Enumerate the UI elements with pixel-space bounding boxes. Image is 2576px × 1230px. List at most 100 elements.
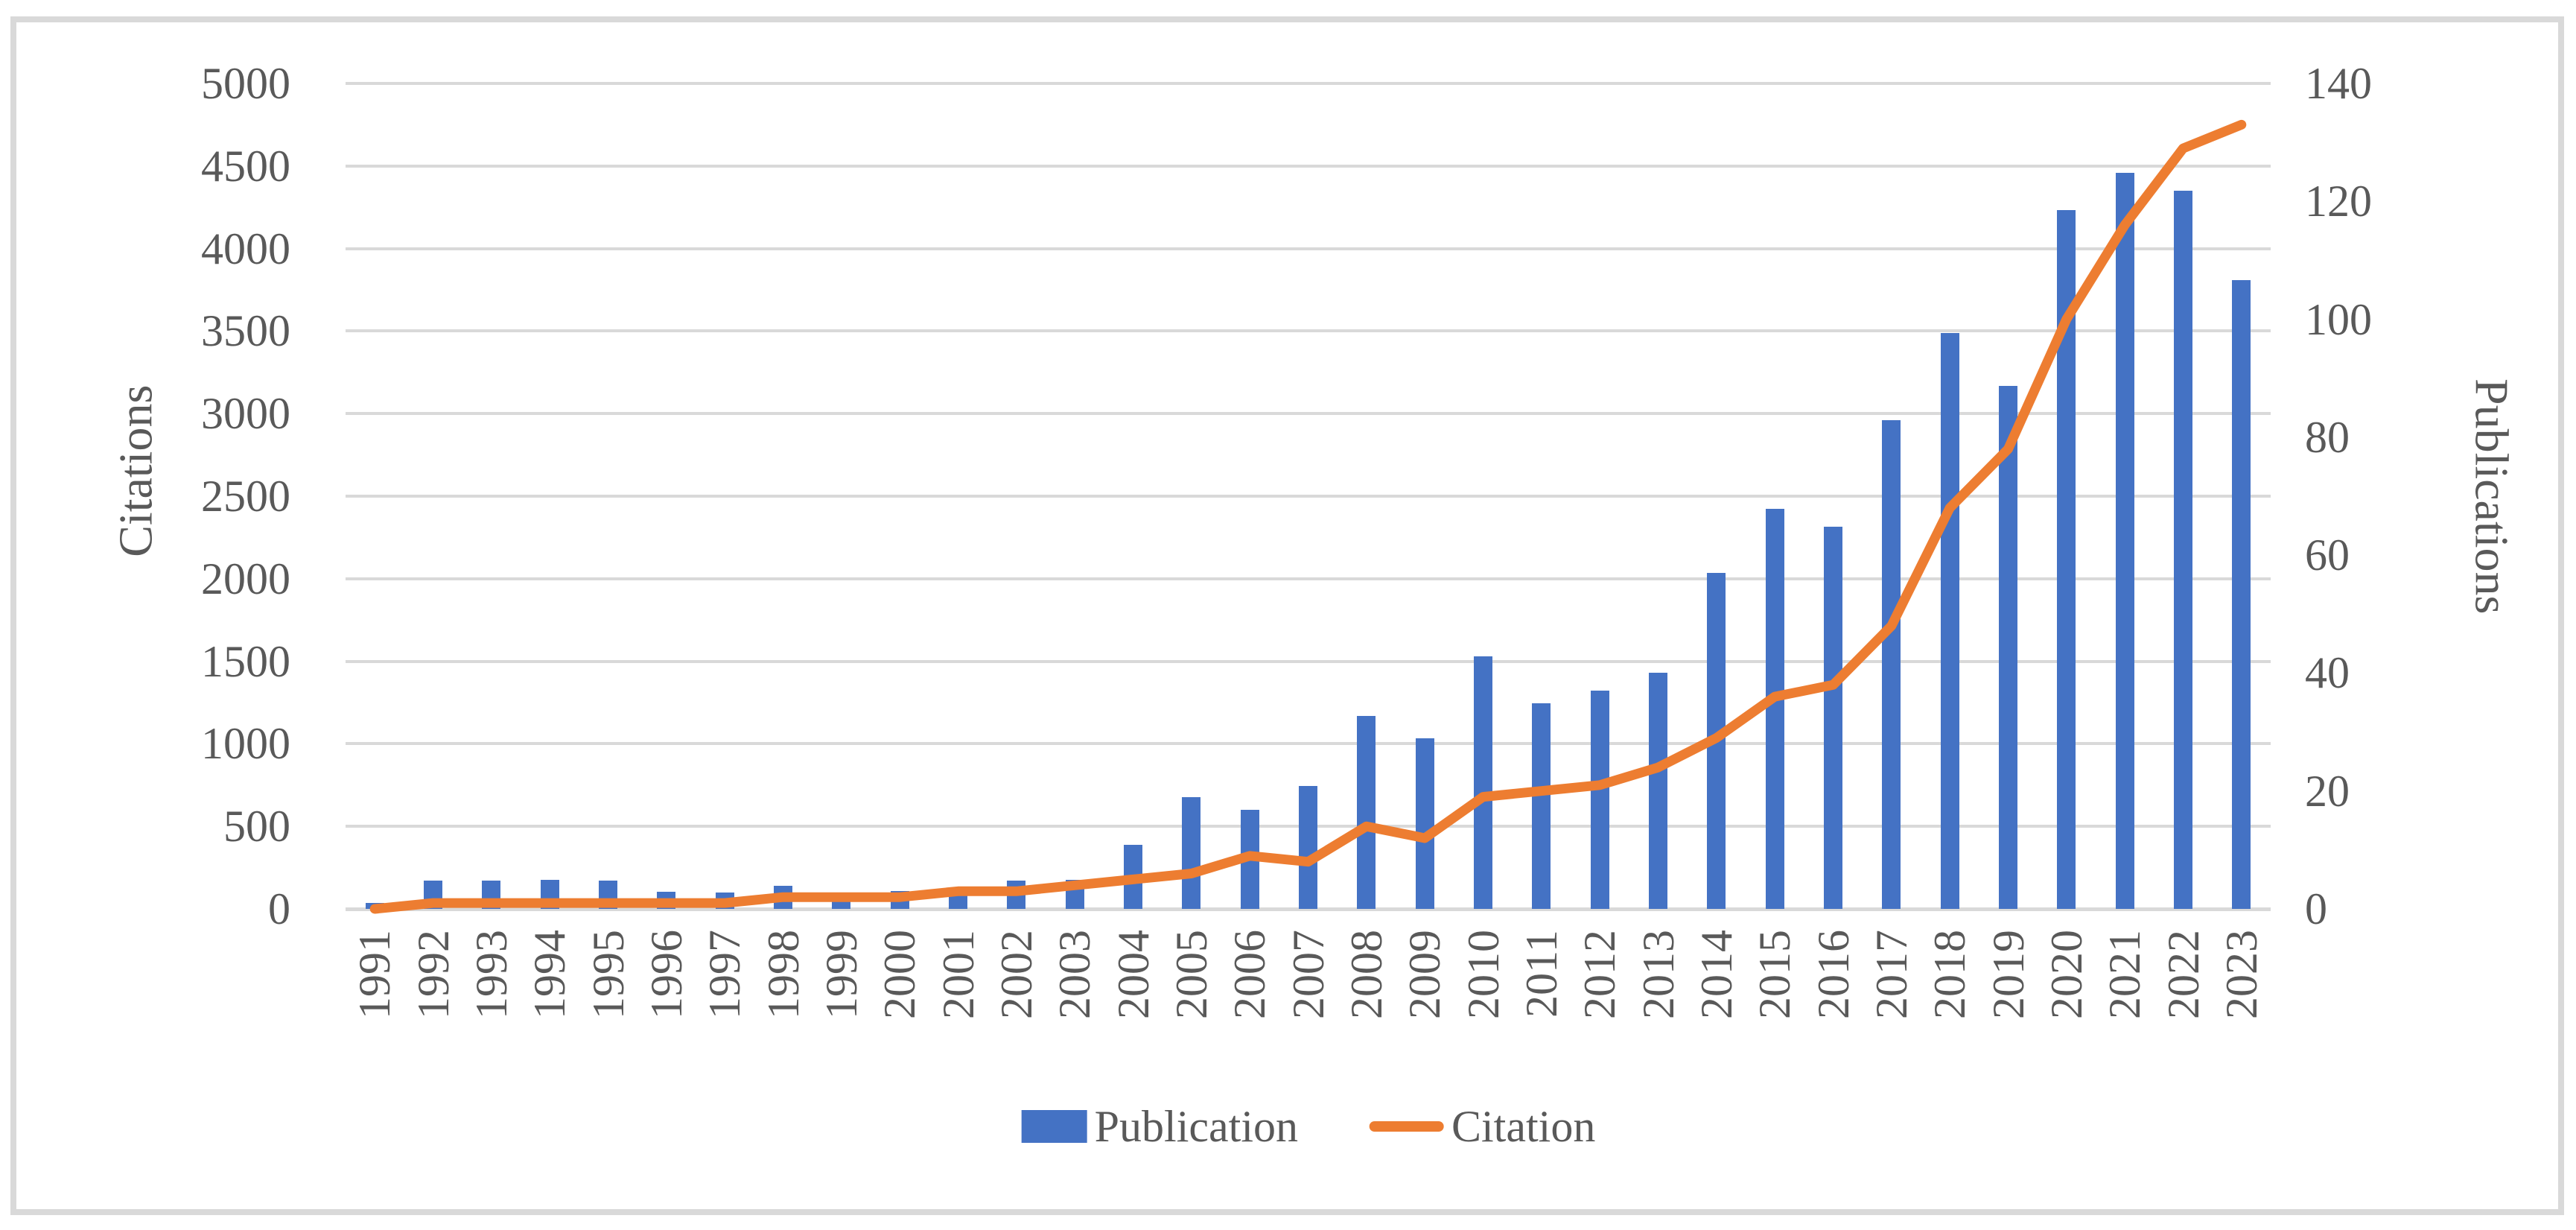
x-label-2019: 2019 xyxy=(1983,930,2033,1019)
left-tick-4500: 4500 xyxy=(201,141,290,191)
bar-1999 xyxy=(832,898,851,909)
bar-2014 xyxy=(1707,573,1726,909)
gridline xyxy=(346,659,2271,663)
left-tick-3000: 3000 xyxy=(201,389,290,439)
bar-2022 xyxy=(2174,191,2192,909)
bar-2010 xyxy=(1474,656,1492,909)
x-label-2011: 2011 xyxy=(1516,930,1566,1018)
bar-2005 xyxy=(1182,797,1201,909)
x-label-1991: 1991 xyxy=(350,930,400,1019)
x-label-1997: 1997 xyxy=(700,930,750,1019)
x-label-2023: 2023 xyxy=(2216,930,2266,1019)
right-tick-0: 0 xyxy=(2305,884,2327,933)
bar-2004 xyxy=(1124,844,1142,909)
bar-2007 xyxy=(1299,785,1317,909)
x-label-1994: 1994 xyxy=(525,930,575,1019)
left-tick-500: 500 xyxy=(223,802,290,852)
right-tick-20: 20 xyxy=(2305,766,2350,816)
bar-2018 xyxy=(1940,332,1959,909)
bar-1995 xyxy=(599,881,617,909)
bar-2013 xyxy=(1649,673,1667,909)
bar-1998 xyxy=(774,885,792,909)
gridline xyxy=(346,577,2271,580)
x-label-2006: 2006 xyxy=(1225,930,1275,1019)
gridline xyxy=(346,742,2271,746)
gridline xyxy=(346,495,2271,498)
left-tick-1000: 1000 xyxy=(201,719,290,769)
gridline xyxy=(346,329,2271,333)
gridline xyxy=(346,164,2271,168)
bar-1992 xyxy=(424,881,442,909)
left-tick-5000: 5000 xyxy=(201,59,290,108)
gridline xyxy=(346,247,2271,250)
x-label-2021: 2021 xyxy=(2100,930,2150,1019)
x-label-2015: 2015 xyxy=(1750,930,1800,1019)
legend-bar-swatch xyxy=(1021,1110,1087,1143)
x-label-2010: 2010 xyxy=(1458,930,1508,1019)
x-label-2007: 2007 xyxy=(1283,930,1333,1019)
bar-1994 xyxy=(540,880,559,909)
x-label-2004: 2004 xyxy=(1108,930,1158,1019)
x-label-2008: 2008 xyxy=(1341,930,1391,1019)
bar-2003 xyxy=(1065,880,1084,909)
bar-2012 xyxy=(1590,691,1609,909)
bar-2020 xyxy=(2057,209,2076,909)
right-tick-40: 40 xyxy=(2305,648,2350,698)
bar-2015 xyxy=(1765,508,1784,909)
right-tick-120: 120 xyxy=(2305,177,2372,226)
x-label-2014: 2014 xyxy=(1691,930,1741,1019)
gridline xyxy=(346,82,2271,85)
x-label-2013: 2013 xyxy=(1633,930,1683,1019)
bar-2001 xyxy=(949,889,967,909)
bar-2009 xyxy=(1415,738,1434,909)
x-label-2020: 2020 xyxy=(2041,930,2091,1019)
x-label-2001: 2001 xyxy=(933,930,983,1019)
x-label-1999: 1999 xyxy=(816,930,866,1019)
right-tick-60: 60 xyxy=(2305,530,2350,580)
x-label-1998: 1998 xyxy=(758,930,808,1019)
x-label-2003: 2003 xyxy=(1050,930,1100,1019)
bar-2006 xyxy=(1240,810,1259,909)
x-label-2018: 2018 xyxy=(1925,930,1975,1019)
bar-2016 xyxy=(1824,526,1842,909)
bar-2011 xyxy=(1532,703,1551,909)
x-label-1995: 1995 xyxy=(583,930,633,1019)
legend-label-publication: Publication xyxy=(1094,1102,1298,1151)
left-tick-4000: 4000 xyxy=(201,224,290,273)
left-tick-3500: 3500 xyxy=(201,306,290,356)
bar-1993 xyxy=(482,881,501,909)
left-tick-2500: 2500 xyxy=(201,472,290,521)
left-tick-1500: 1500 xyxy=(201,636,290,686)
left-tick-2000: 2000 xyxy=(201,554,290,603)
right-axis-title: Publications xyxy=(2465,378,2519,615)
right-tick-100: 100 xyxy=(2305,294,2372,344)
bar-1996 xyxy=(657,891,676,909)
bar-2017 xyxy=(1882,420,1901,909)
x-label-2012: 2012 xyxy=(1575,930,1625,1019)
x-label-2017: 2017 xyxy=(1866,930,1916,1019)
x-label-1996: 1996 xyxy=(641,930,691,1019)
x-label-1993: 1993 xyxy=(466,930,516,1019)
bar-2002 xyxy=(1007,881,1026,909)
legend-line-swatch xyxy=(1369,1121,1444,1132)
bar-1997 xyxy=(715,892,734,909)
x-label-2005: 2005 xyxy=(1166,930,1216,1019)
right-tick-140: 140 xyxy=(2305,59,2372,108)
x-label-2016: 2016 xyxy=(1808,930,1858,1019)
left-axis-title: Citations xyxy=(108,384,162,557)
left-tick-0: 0 xyxy=(268,884,290,933)
bar-2000 xyxy=(890,890,909,909)
x-label-2009: 2009 xyxy=(1400,930,1450,1019)
gridline xyxy=(346,412,2271,416)
x-label-2002: 2002 xyxy=(991,930,1041,1019)
x-label-2022: 2022 xyxy=(2158,930,2208,1019)
x-label-1992: 1992 xyxy=(408,930,458,1019)
legend-label-citation: Citation xyxy=(1451,1102,1596,1151)
bar-2019 xyxy=(1999,385,2017,909)
bar-2021 xyxy=(2115,172,2134,909)
x-label-2000: 2000 xyxy=(875,930,925,1019)
legend: Publication Citation xyxy=(1021,1098,1596,1155)
bar-2023 xyxy=(2232,279,2251,909)
bar-1991 xyxy=(365,903,384,909)
